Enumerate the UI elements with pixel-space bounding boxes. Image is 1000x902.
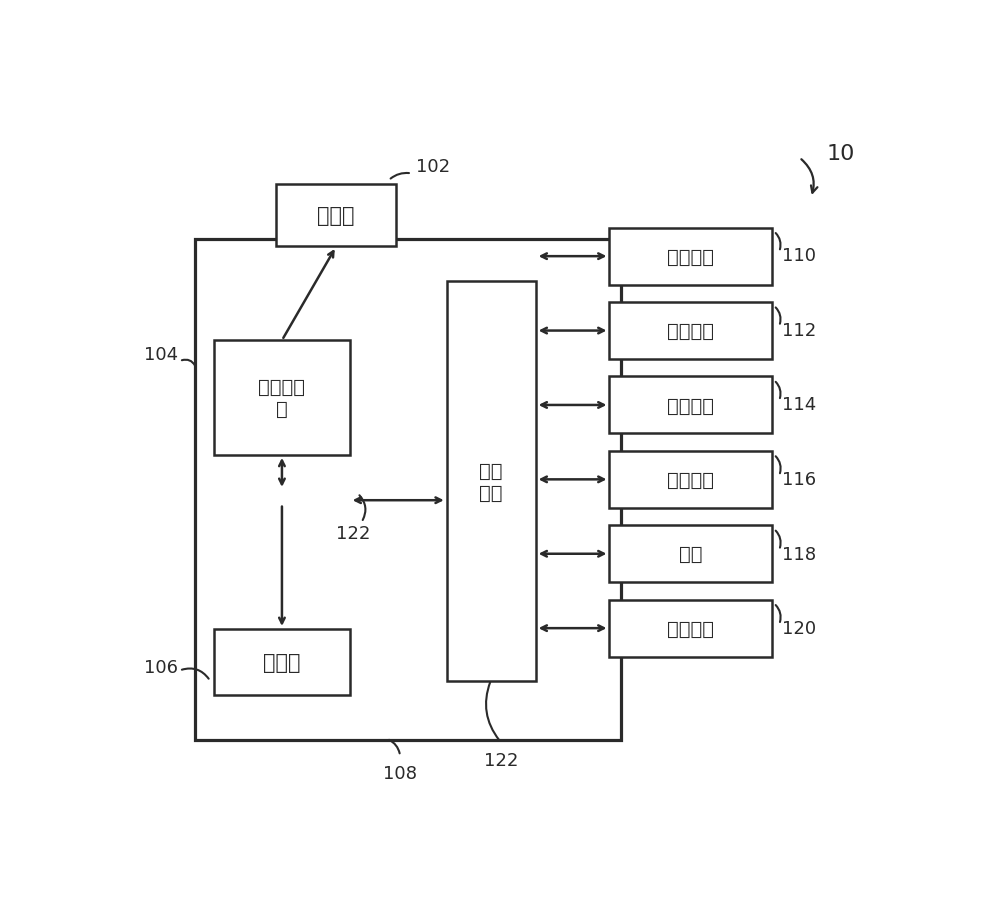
Bar [609,600,772,657]
Bar [609,451,772,509]
Text: 118: 118 [782,545,816,563]
Text: 定位模块: 定位模块 [667,322,714,341]
Text: 114: 114 [782,396,816,414]
Bar [609,377,772,434]
Text: 存储器: 存储器 [317,206,355,226]
Text: 10: 10 [826,143,855,163]
Text: 120: 120 [782,620,816,638]
Bar [276,185,396,247]
Text: 外设
接口: 外设 接口 [479,461,503,502]
Text: 102: 102 [416,158,450,176]
Text: 屏幕: 屏幕 [679,545,702,564]
Text: 摄像模块: 摄像模块 [667,396,714,415]
Text: 按键模块: 按键模块 [667,619,714,638]
Bar [447,281,536,681]
Text: 122: 122 [484,750,518,769]
Bar [214,630,350,695]
Text: 音频模块: 音频模块 [667,470,714,489]
Bar [214,341,350,456]
Text: 处理器: 处理器 [263,652,301,672]
Text: 108: 108 [383,765,417,783]
Text: 104: 104 [144,345,178,364]
Text: 射频模块: 射频模块 [667,247,714,266]
Bar [609,526,772,583]
Bar [195,240,621,741]
Text: 112: 112 [782,321,816,339]
Bar [609,303,772,360]
Text: 122: 122 [336,524,371,542]
Text: 110: 110 [782,247,816,265]
Text: 106: 106 [144,658,178,676]
Text: 116: 116 [782,471,816,489]
Bar [609,228,772,285]
Text: 存储控制
器: 存储控制 器 [258,378,305,419]
